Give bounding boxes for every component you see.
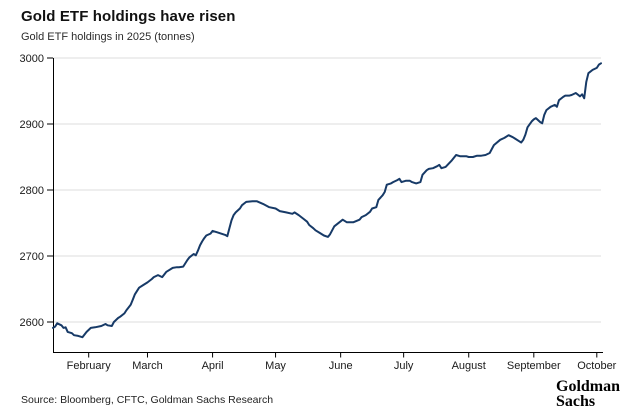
- x-axis-label: April: [202, 360, 224, 372]
- source-text: Source: Bloomberg, CFTC, Goldman Sachs R…: [21, 394, 274, 406]
- x-axis-label: August: [452, 360, 486, 372]
- x-axis-label: July: [394, 360, 414, 372]
- logo-line-1: Goldman: [556, 378, 621, 395]
- x-axis-label: October: [577, 360, 616, 372]
- y-axis-label: 2600: [20, 317, 44, 329]
- x-axis-label: May: [265, 360, 286, 372]
- page-title: Gold ETF holdings have risen: [21, 8, 236, 25]
- y-axis-label: 2900: [20, 119, 44, 131]
- y-axis-label: 2800: [20, 185, 44, 197]
- y-axis-label: 2700: [20, 251, 44, 263]
- chart-subtitle: Gold ETF holdings in 2025 (tonnes): [21, 31, 195, 43]
- x-axis-label: June: [329, 360, 353, 372]
- x-axis-label: March: [132, 360, 163, 372]
- holdings-line: [52, 62, 602, 339]
- chart-svg: 2600 2700 2800 2900 3000 February March April Ma…: [20, 53, 617, 372]
- x-axis-label: February: [67, 360, 112, 372]
- x-axis-label: September: [507, 360, 561, 372]
- goldman-sachs-logo: Goldman Sachs: [556, 378, 621, 410]
- y-axis-label: 3000: [20, 53, 44, 65]
- logo-line-2: Sachs: [556, 393, 596, 410]
